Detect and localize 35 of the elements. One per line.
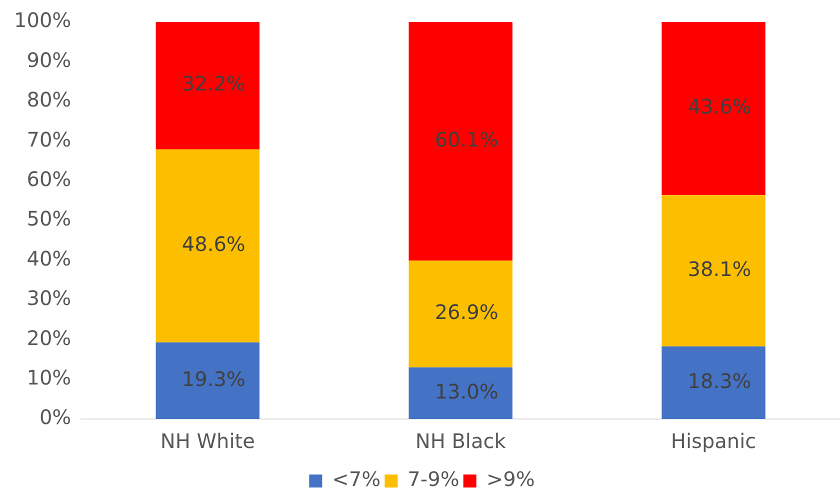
legend-label: <7% [332, 467, 381, 492]
data-label: 18.3% [688, 368, 752, 393]
y-tick-label: 20% [26, 326, 72, 350]
bar [156, 342, 260, 419]
data-label: 26.9% [434, 300, 498, 324]
x-tick-label: NH Black [415, 429, 506, 454]
y-tick-label: 60% [26, 167, 72, 192]
data-label: 38.1% [688, 256, 752, 281]
data-label: 48.6% [182, 232, 246, 256]
bar [662, 346, 766, 419]
bar [156, 149, 260, 342]
bar [662, 195, 766, 346]
bar [408, 260, 512, 368]
data-label: 43.6% [688, 94, 752, 119]
data-label: 19.3% [182, 366, 246, 391]
legend-label: 7-9% [408, 467, 460, 492]
data-label: 32.2% [182, 72, 246, 96]
y-tick-label: 0% [39, 405, 72, 430]
x-tick-label: Hispanic [670, 429, 756, 454]
legend-label: >9% [486, 467, 535, 492]
bar [408, 367, 512, 419]
y-tick-label: 30% [26, 286, 72, 310]
y-tick-label: 80% [26, 88, 72, 112]
bar [156, 22, 260, 150]
bar [408, 22, 512, 261]
y-tick-label: 40% [26, 246, 72, 270]
data-label: 13.0% [434, 379, 498, 404]
y-tick-label: 90% [26, 48, 72, 72]
y-tick-label: 70% [26, 127, 72, 152]
y-tick-label: 10% [26, 366, 72, 390]
y-tick-label: 50% [26, 206, 72, 231]
y-tick-label: 100% [14, 8, 72, 32]
x-tick-label: NH White [160, 429, 255, 454]
data-label: 60.1% [434, 128, 498, 152]
bar [662, 22, 766, 196]
